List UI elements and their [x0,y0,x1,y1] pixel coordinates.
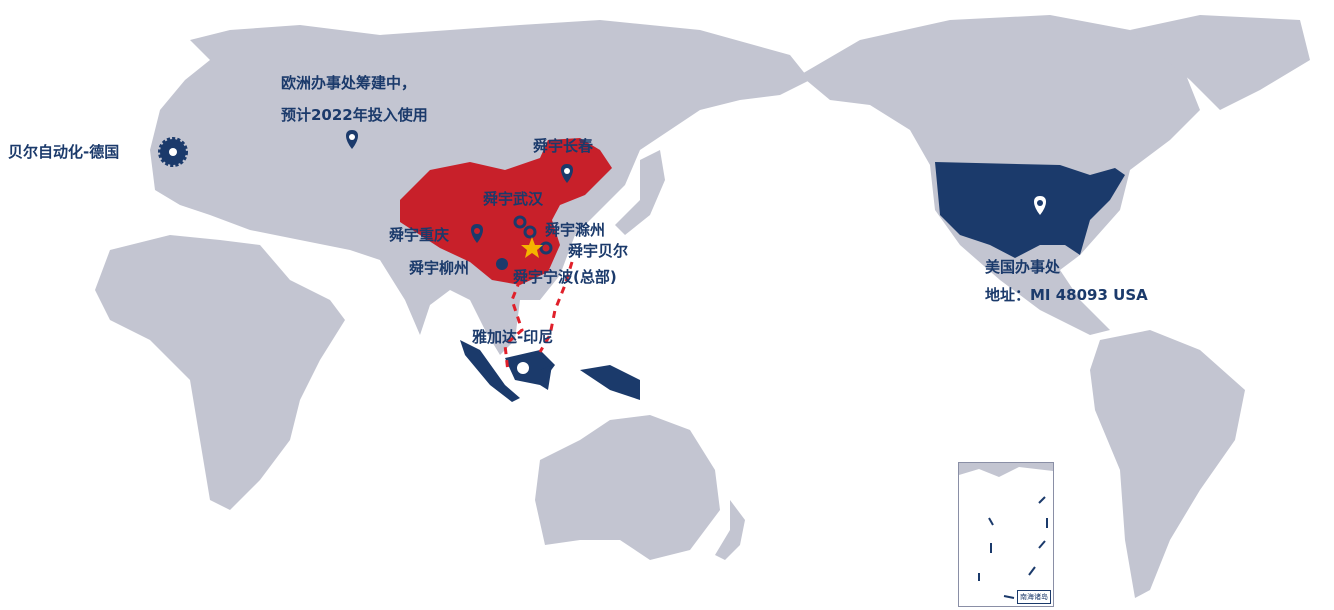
liuzhou-label: 舜宇柳州 [409,259,470,277]
south-america [1090,330,1245,598]
usa-region [935,162,1125,258]
europe-office-label: 欧洲办事处筹建中， [281,74,417,92]
beier-label: 舜宇贝尔 [568,242,629,260]
land-masses [95,15,1310,598]
ring-icon[interactable] [523,225,537,239]
gear-icon[interactable] [158,137,188,167]
ningbo-hq-label: 舜宇宁波(总部) [513,268,617,286]
china-region [400,138,612,285]
indonesia-region [460,340,640,402]
map-pin-icon[interactable] [471,224,483,243]
inset-title: 南海诸岛 [1017,590,1051,604]
map-pin-icon[interactable] [561,164,573,183]
map-pin-icon[interactable] [1034,196,1046,215]
germany-label: 贝尔自动化-德国 [8,143,120,161]
australia [535,415,720,560]
chongqing-label: 舜宇重庆 [389,226,450,244]
greenland [1130,15,1310,110]
dot-icon[interactable] [517,362,529,374]
japan [615,150,665,235]
map-pin-icon[interactable] [346,130,358,149]
dot-icon[interactable] [496,258,508,270]
usa-office-label: 美国办事处 [985,258,1061,276]
south-china-sea-inset: 南海诸岛 [958,462,1054,607]
ring-icon[interactable] [513,215,527,229]
jakarta-label: 雅加达-印尼 [472,328,554,346]
ring-icon[interactable] [539,241,553,255]
africa [95,235,345,510]
inset-map [959,463,1053,599]
star-icon[interactable] [521,237,543,258]
route-to-jakarta-west [503,279,524,373]
usa-address-label: 地址：MI 48093 USA [985,286,1148,304]
new-zealand [715,500,745,560]
europe-office-label-2: 预计2022年投入使用 [281,106,428,124]
chuzhou-label: 舜宇滁州 [545,221,606,239]
route-to-jakarta-east [538,261,574,353]
changchun-label: 舜宇长春 [533,137,594,155]
wuhan-label: 舜宇武汉 [483,190,544,208]
